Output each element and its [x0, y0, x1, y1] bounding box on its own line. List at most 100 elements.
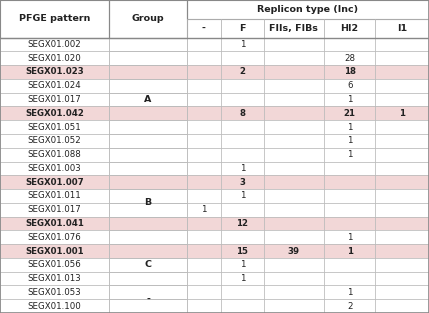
Bar — [324, 79, 375, 93]
Bar — [109, 162, 187, 175]
Bar — [109, 272, 187, 285]
Bar — [0, 0, 109, 38]
Text: 6: 6 — [347, 81, 352, 90]
Text: SEGX01.100: SEGX01.100 — [28, 302, 82, 310]
Bar — [109, 79, 187, 93]
Text: 1: 1 — [347, 95, 352, 104]
Bar — [187, 244, 221, 258]
Bar — [109, 258, 187, 272]
Bar — [221, 299, 264, 313]
Bar — [221, 230, 264, 244]
Bar — [324, 258, 375, 272]
Bar — [109, 189, 187, 203]
Bar — [264, 106, 324, 120]
Bar — [109, 120, 187, 134]
Bar — [0, 203, 109, 217]
Bar — [264, 175, 324, 189]
Bar — [221, 272, 264, 285]
Bar — [0, 285, 109, 299]
Text: 1: 1 — [240, 40, 245, 49]
Bar — [0, 106, 109, 120]
Bar — [109, 65, 187, 79]
Bar — [109, 162, 187, 175]
Bar — [109, 51, 187, 65]
Bar — [109, 0, 187, 38]
Bar — [324, 244, 375, 258]
Text: SEGX01.011: SEGX01.011 — [28, 192, 82, 200]
Bar — [0, 189, 109, 203]
Bar — [264, 148, 324, 162]
Bar — [109, 217, 187, 230]
Bar — [109, 93, 187, 106]
Bar — [221, 162, 264, 175]
Bar — [221, 65, 264, 79]
Text: SEGX01.042: SEGX01.042 — [25, 109, 84, 118]
Bar — [324, 106, 375, 120]
Bar — [375, 203, 429, 217]
Bar — [187, 65, 221, 79]
Bar — [109, 175, 187, 189]
Text: 1: 1 — [347, 150, 352, 159]
Bar — [324, 162, 375, 175]
Bar — [0, 65, 109, 79]
Bar — [109, 203, 187, 217]
Bar — [324, 51, 375, 65]
Bar — [324, 93, 375, 106]
Bar — [324, 19, 375, 38]
Bar — [109, 162, 187, 175]
Bar — [264, 162, 324, 175]
Bar — [187, 299, 221, 313]
Bar — [375, 106, 429, 120]
Bar — [264, 134, 324, 148]
Text: 2: 2 — [347, 302, 352, 310]
Bar — [264, 19, 324, 38]
Bar — [264, 120, 324, 134]
Bar — [109, 230, 187, 244]
Text: 1: 1 — [399, 109, 405, 118]
Bar — [187, 106, 221, 120]
Bar — [109, 217, 187, 230]
Bar — [109, 148, 187, 162]
Bar — [375, 258, 429, 272]
Bar — [324, 38, 375, 51]
Bar — [0, 272, 109, 285]
Bar — [109, 258, 187, 272]
Bar — [109, 189, 187, 203]
Text: SEGX01.041: SEGX01.041 — [25, 219, 84, 228]
Bar — [109, 79, 187, 93]
Text: 28: 28 — [344, 54, 355, 63]
Bar — [264, 272, 324, 285]
Bar — [221, 106, 264, 120]
Bar — [0, 120, 109, 134]
Bar — [109, 120, 187, 134]
Text: SEGX01.017: SEGX01.017 — [28, 205, 82, 214]
Bar — [324, 19, 375, 38]
Bar — [221, 189, 264, 203]
Text: 1: 1 — [240, 260, 245, 269]
Bar — [375, 120, 429, 134]
Text: 1: 1 — [347, 136, 352, 145]
Text: SEGX01.053: SEGX01.053 — [28, 288, 82, 297]
Bar — [375, 79, 429, 93]
Bar — [375, 162, 429, 175]
Bar — [0, 272, 109, 285]
Bar — [375, 38, 429, 51]
Bar — [109, 162, 187, 175]
Bar — [221, 203, 264, 217]
Bar — [109, 51, 187, 65]
Bar — [375, 217, 429, 230]
Text: B: B — [145, 198, 151, 207]
Bar — [187, 148, 221, 162]
Bar — [264, 79, 324, 93]
Bar — [324, 134, 375, 148]
Bar — [264, 230, 324, 244]
Bar — [109, 106, 187, 120]
Bar — [221, 38, 264, 51]
Bar — [187, 189, 221, 203]
Bar — [109, 285, 187, 299]
Bar — [187, 230, 221, 244]
Bar — [221, 258, 264, 272]
Bar — [109, 230, 187, 244]
Bar — [375, 285, 429, 299]
Bar — [109, 203, 187, 217]
